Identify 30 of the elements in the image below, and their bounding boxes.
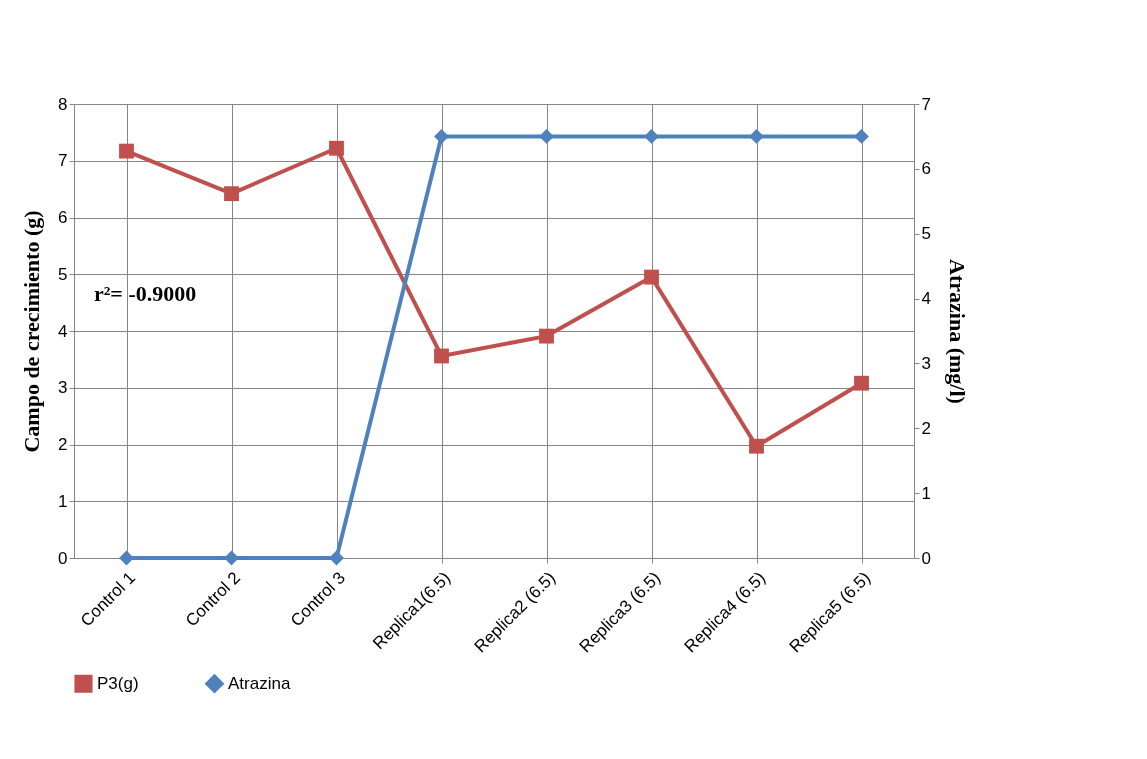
legend-label: Atrazina — [228, 673, 291, 693]
point — [329, 140, 344, 156]
y2-tick-label: 3 — [921, 353, 931, 373]
y2-tick-label: 1 — [921, 483, 931, 503]
y-tick-label: 7 — [58, 151, 68, 171]
point — [749, 438, 764, 454]
y-tick-label: 1 — [58, 491, 68, 511]
y-tick-label: 0 — [58, 548, 68, 568]
y-tick-label: 8 — [58, 94, 68, 114]
y-tick-label: 2 — [58, 435, 68, 454]
y-tick-label: 5 — [58, 264, 68, 284]
point — [224, 186, 239, 202]
y2-tick-label: 6 — [921, 159, 931, 179]
annotation: r²= -0.9000 — [94, 281, 197, 306]
y2-tick-label: 2 — [921, 418, 931, 438]
y2-tick-label: 7 — [921, 94, 931, 114]
y2-tick-label: 5 — [921, 224, 931, 244]
point — [644, 269, 659, 285]
y2-tick-label: 0 — [921, 548, 931, 568]
y2-axis-title: Atrazina (mg/l) — [944, 259, 970, 404]
point — [434, 348, 449, 364]
y-axis-title: Campo de crecimiento (g) — [19, 210, 45, 453]
y2-tick-label: 4 — [921, 289, 931, 309]
legend-label: P3(g) — [97, 673, 139, 693]
y-tick-label: 3 — [58, 378, 68, 398]
point — [119, 143, 134, 159]
y-tick-label: 4 — [58, 321, 68, 341]
point — [539, 328, 554, 344]
y-tick-label: 6 — [58, 208, 68, 227]
point — [854, 375, 869, 391]
